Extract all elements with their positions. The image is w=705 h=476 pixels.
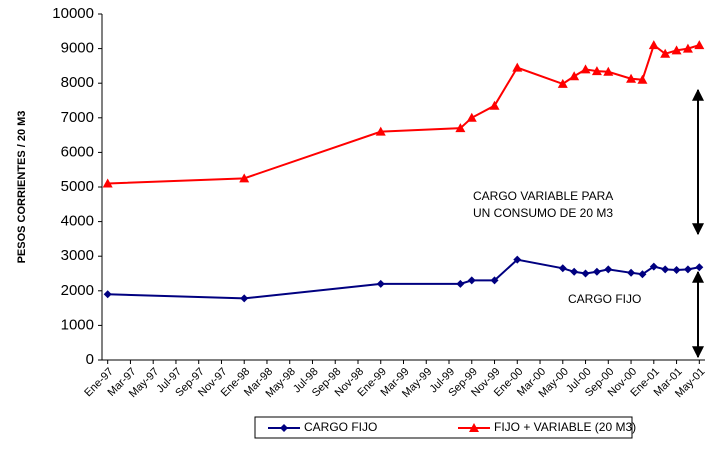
- y-tick-label: 4000: [61, 213, 94, 230]
- y-tick-label: 3000: [61, 247, 94, 264]
- y-tick-label: 10000: [52, 5, 94, 22]
- series-line: [107, 43, 700, 185]
- marker: [637, 74, 648, 84]
- marker: [648, 40, 659, 50]
- plot-area: [102, 14, 705, 360]
- marker: [558, 264, 567, 273]
- marker: [455, 123, 466, 133]
- legend-label: FIJO + VARIABLE (20 M3): [494, 420, 636, 434]
- marker: [557, 78, 568, 88]
- legend: [254, 416, 633, 439]
- annotation: UN CONSUMO DE 20 M3: [473, 206, 613, 220]
- marker: [649, 262, 658, 271]
- marker: [240, 294, 249, 303]
- marker: [661, 265, 670, 274]
- y-tick-label: 0: [86, 351, 94, 368]
- y-tick-label: 5000: [61, 178, 94, 195]
- marker: [239, 173, 250, 183]
- marker: [466, 112, 477, 122]
- marker: [604, 265, 613, 274]
- marker: [513, 255, 522, 264]
- marker: [489, 100, 500, 110]
- marker: [512, 62, 523, 72]
- marker: [603, 66, 614, 76]
- marker: [683, 265, 692, 274]
- y-axis-label: PESOS CORRIENTES / 20 M3: [16, 111, 28, 264]
- marker: [375, 126, 386, 136]
- marker: [638, 270, 647, 279]
- y-tick-label: 9000: [61, 40, 94, 57]
- marker: [660, 48, 671, 58]
- y-tick-label: 7000: [61, 109, 94, 126]
- marker: [591, 66, 602, 76]
- marker: [376, 279, 385, 288]
- marker: [580, 64, 591, 74]
- marker: [581, 269, 590, 278]
- marker: [569, 71, 580, 81]
- marker: [280, 424, 288, 432]
- legend-label: CARGO FIJO: [304, 420, 377, 434]
- y-tick-label: 8000: [61, 74, 94, 91]
- marker: [570, 267, 579, 276]
- marker: [627, 268, 636, 277]
- y-tick-label: 1000: [61, 316, 94, 333]
- marker: [671, 45, 682, 55]
- marker: [695, 263, 704, 272]
- marker: [682, 43, 693, 53]
- annotation: CARGO VARIABLE PARA: [473, 189, 613, 203]
- annotation: CARGO FIJO: [568, 292, 641, 306]
- marker: [456, 279, 465, 288]
- marker: [102, 178, 113, 188]
- marker: [490, 276, 499, 285]
- marker: [626, 73, 637, 83]
- marker: [469, 423, 479, 432]
- marker: [467, 276, 476, 285]
- y-tick-label: 2000: [61, 282, 94, 299]
- marker: [672, 266, 681, 275]
- marker: [592, 267, 601, 276]
- y-tick-label: 6000: [61, 143, 94, 160]
- marker: [694, 40, 705, 50]
- marker: [103, 290, 112, 299]
